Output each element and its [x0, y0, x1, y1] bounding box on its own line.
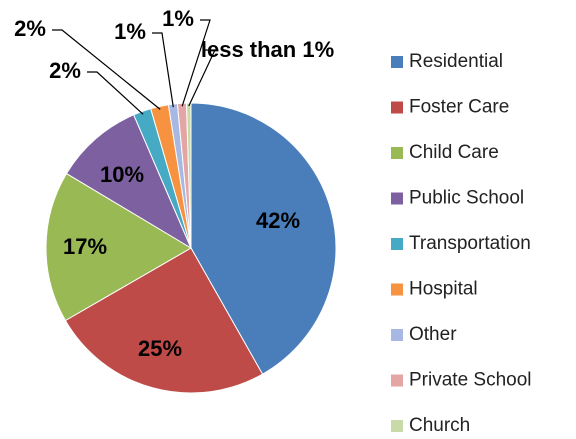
pie-slice [65, 114, 193, 250]
data-label: 10% [100, 162, 144, 187]
data-label: less than 1% [200, 37, 335, 62]
pie-slice [45, 172, 192, 322]
leader-line [152, 32, 174, 108]
data-label: 2% [14, 16, 46, 41]
data-label: 25% [138, 336, 182, 361]
data-label: 2% [49, 58, 81, 83]
legend-label: Other [409, 324, 457, 345]
legend-swatch [391, 420, 403, 432]
legend-swatch [391, 101, 403, 114]
legend-swatch [391, 192, 403, 205]
legend-swatch [391, 329, 403, 341]
data-label: 17% [63, 234, 107, 259]
legend-label: Hospital [409, 279, 478, 300]
legend-swatch [391, 147, 403, 159]
legend-label: Private School [409, 370, 532, 391]
leader-line [181, 19, 211, 107]
pie-slice [64, 247, 264, 394]
leader-line [87, 71, 144, 115]
pie-slice [190, 102, 337, 375]
data-label: 1% [114, 19, 146, 44]
legend-label: Child Care [409, 142, 499, 163]
legend-label: Public School [409, 188, 524, 209]
legend-label: Church [409, 415, 470, 436]
legend-label: Foster Care [409, 97, 509, 118]
legend-swatch [391, 238, 403, 250]
legend-swatch [391, 56, 403, 68]
data-label: 1% [162, 6, 194, 31]
leader-line [188, 49, 216, 107]
legend-swatch [391, 374, 403, 387]
pie-slice [185, 102, 192, 249]
data-label: 42% [256, 208, 300, 233]
legend-label: Transportation [409, 233, 531, 254]
legend-swatch [391, 283, 403, 296]
legend-label: Residential [409, 51, 503, 72]
leader-line [52, 29, 161, 110]
